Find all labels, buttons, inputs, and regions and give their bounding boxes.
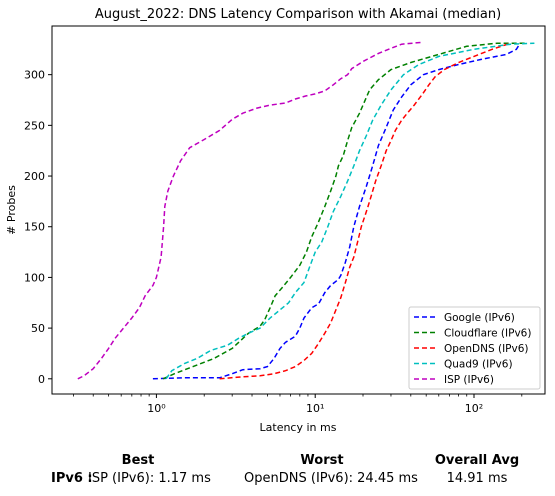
legend-label: Cloudflare (IPv6) [444, 328, 531, 340]
legend: Google (IPv6) Cloudflare (IPv6) OpenDNS (I… [408, 306, 541, 390]
latency-chart: August_2022: DNS Latency Comparison with… [5, 7, 546, 434]
summary-table: Best Worst Overall Avg IPv6 : ISP (IPv6)… [0, 446, 555, 496]
series-line-quad9-ipv6 [165, 42, 535, 380]
y-tick-label: 100 [24, 271, 45, 284]
axis-ticks: 0 50 100 150 200 250 300 10⁰ 10¹ 10² [24, 69, 523, 415]
x-tick-label: 10⁰ [147, 402, 166, 415]
series-line-cloudflare-ipv6 [162, 42, 526, 380]
overall-avg-value: 14.91 ms [446, 471, 508, 486]
legend-label: Quad9 (IPv6) [444, 359, 513, 371]
series-line-isp-ipv6 [77, 41, 424, 380]
y-tick-label: 250 [24, 119, 45, 132]
legend-label: Google (IPv6) [444, 312, 515, 324]
best-value: ISP (IPv6): 1.17 ms [88, 471, 211, 486]
legend-label: ISP (IPv6) [444, 374, 494, 386]
x-axis-label: Latency in ms [260, 421, 337, 434]
series-line-opendns-ipv6 [219, 42, 511, 380]
y-tick-label: 200 [24, 170, 45, 183]
worst-header: Worst [300, 453, 344, 468]
x-tick-label: 10² [465, 402, 483, 415]
series-line-google-ipv6 [152, 42, 521, 380]
y-axis-label: # Probes [5, 185, 18, 235]
chart-title: August_2022: DNS Latency Comparison with… [95, 7, 501, 22]
legend-label: OpenDNS (IPv6) [444, 343, 529, 355]
y-tick-label: 300 [24, 69, 45, 82]
ipv6-row-label: IPv6 : [51, 471, 93, 486]
y-tick-label: 50 [31, 322, 45, 335]
legend-box [408, 306, 541, 390]
best-header: Best [121, 453, 155, 468]
y-tick-label: 150 [24, 221, 45, 234]
series-lines [77, 41, 535, 380]
y-tick-label: 0 [38, 373, 45, 386]
overall-avg-header: Overall Avg [434, 453, 520, 468]
x-tick-label: 10¹ [306, 402, 324, 415]
worst-value: OpenDNS (IPv6): 24.45 ms [244, 471, 418, 486]
